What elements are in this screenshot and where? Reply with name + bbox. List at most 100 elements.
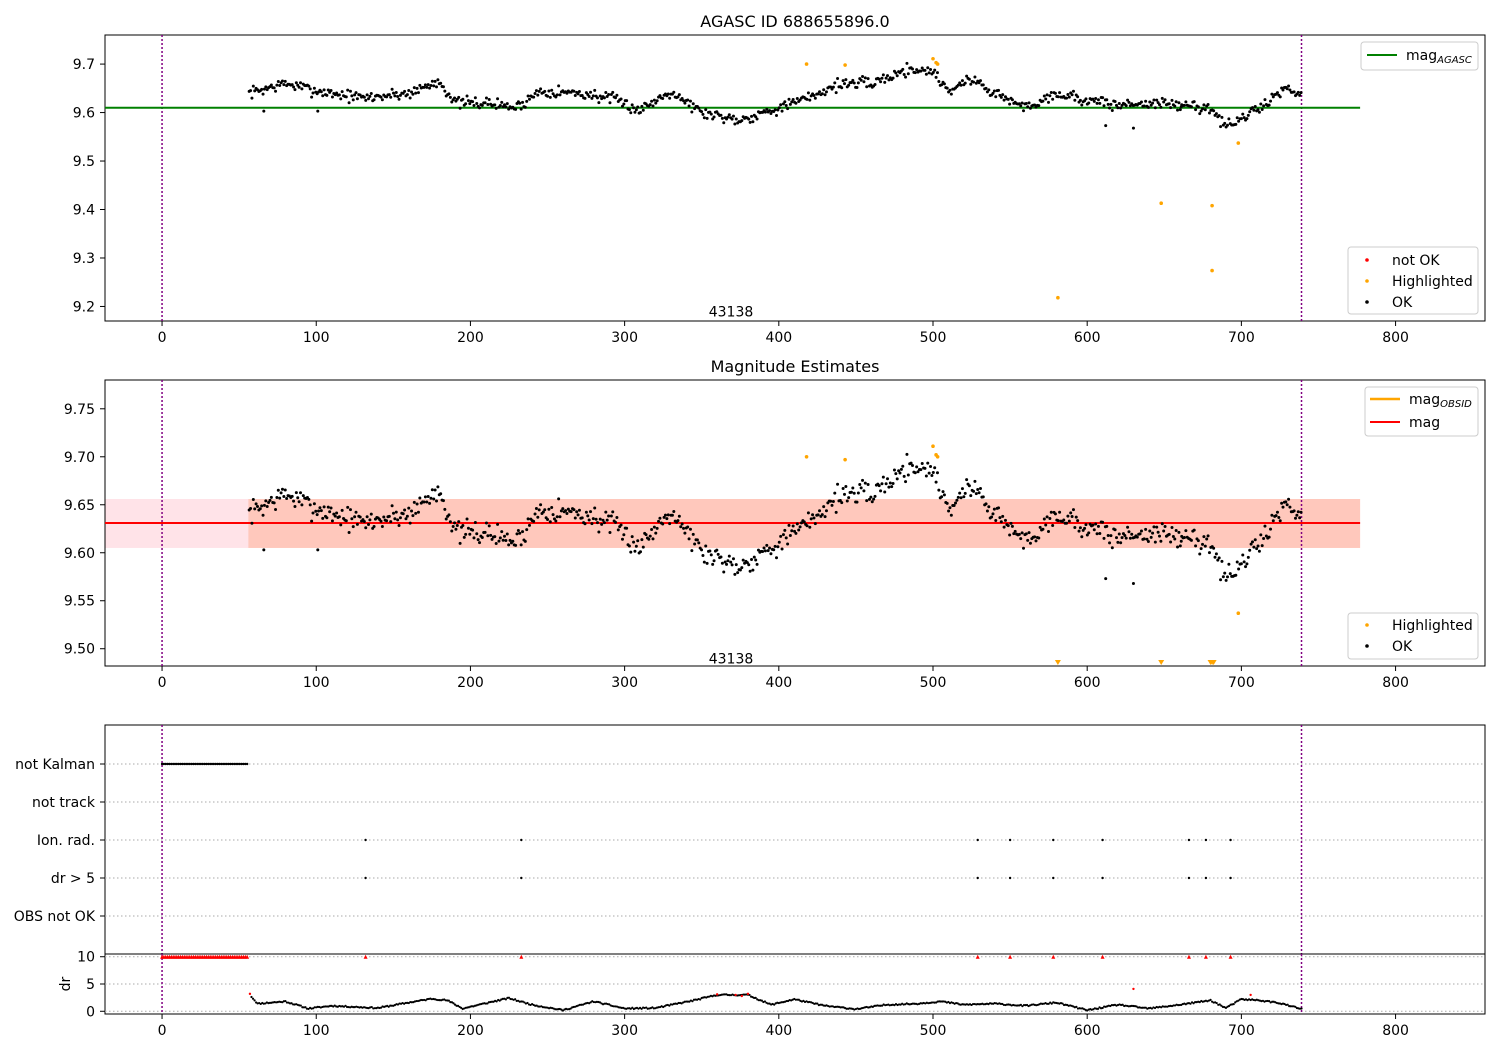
dr-point [1177,1004,1180,1007]
flag-row-label: not Kalman [15,757,95,773]
ok-point [880,76,884,80]
ok-point [816,513,820,517]
ok-point [639,111,643,115]
ok-point [768,546,772,550]
ok-point [550,506,554,510]
ok-point [282,495,286,499]
ok-point [391,91,395,95]
ok-point [527,97,531,101]
ok-point [543,89,547,93]
ok-point [1102,536,1106,540]
ok-point [326,505,330,509]
ok-point [1037,536,1041,540]
ok-point [1173,537,1177,541]
ok-point [407,89,411,93]
ok-point [899,467,903,471]
ok-point [640,538,644,542]
ok-point [554,95,558,99]
ok-point [350,94,354,98]
dr-point [313,1006,316,1009]
ok-point [576,513,580,517]
ok-point [525,99,529,103]
ok-point [712,115,716,119]
ok-point [461,97,465,101]
ok-point [425,85,429,89]
ok-point [976,488,980,492]
ok-point [276,79,280,83]
ion-rad-point [1229,838,1232,842]
ok-point [973,75,977,79]
ok-point [795,522,799,526]
ok-point [620,537,624,541]
ok-point [830,503,834,507]
ok-point [326,88,330,92]
dr-point [460,1006,463,1009]
dr-point [1025,1003,1029,1007]
dr-point [1198,1000,1201,1004]
ok-point [292,85,296,89]
ok-point [952,503,956,507]
ok-point [476,538,480,542]
ok-point [539,87,543,91]
dr-point [1220,1004,1223,1007]
ok-point [630,535,634,539]
dr-point [370,1005,373,1009]
ok-point [1171,534,1175,538]
ok-point [416,510,420,514]
ok-point [1042,517,1046,521]
ok-point [518,531,522,535]
dr-point [1079,1007,1083,1010]
ok-point [615,93,619,97]
ok-point [915,68,919,72]
ok-point [274,89,278,93]
dr-point [447,999,450,1002]
dr-not-ok-point [1132,987,1135,991]
not-kalman-point [168,762,171,766]
ok-point [949,92,953,96]
ok-point [1069,511,1073,515]
not-kalman-point [184,762,188,766]
ok-point [747,563,751,567]
ok-point [1128,536,1132,540]
ok-point [1246,555,1250,559]
ok-point [881,475,885,479]
ok-point [1277,515,1281,519]
ok-point [719,113,723,117]
ok-point [1198,552,1202,556]
ok-point [905,452,909,456]
dr-point [1019,1003,1022,1006]
dr-point [1286,1003,1289,1006]
y-tick-label: 9.7 [73,57,95,73]
ok-point [1146,539,1150,543]
ok-point [715,110,719,114]
ok-point [1046,530,1050,534]
dr-point [766,1002,770,1005]
ok-point [991,91,995,95]
ok-point [315,513,319,517]
ok-point [1101,520,1105,524]
legend-frame [1347,612,1479,660]
dr-gt5-point [520,876,523,880]
ok-point [439,81,443,85]
ok-point [1130,532,1134,536]
ok-point [861,74,865,78]
ok-point [347,530,351,534]
ok-point [561,507,565,511]
ok-point [1003,95,1007,99]
legend-mag-text: mag [1406,48,1437,64]
ok-point [369,512,373,516]
ok-point [398,93,402,97]
ok-point [318,506,322,510]
ok-point [730,117,734,121]
ok-point [537,89,541,93]
ok-point [661,522,665,526]
ok-point [702,560,706,564]
ok-point [516,529,520,533]
ok-point [555,515,559,519]
ok-point [719,555,723,559]
ok-point [733,122,737,126]
ok-point [877,77,881,81]
ok-point [1219,578,1223,582]
dr-point [631,1006,634,1009]
ok-point [591,517,595,521]
